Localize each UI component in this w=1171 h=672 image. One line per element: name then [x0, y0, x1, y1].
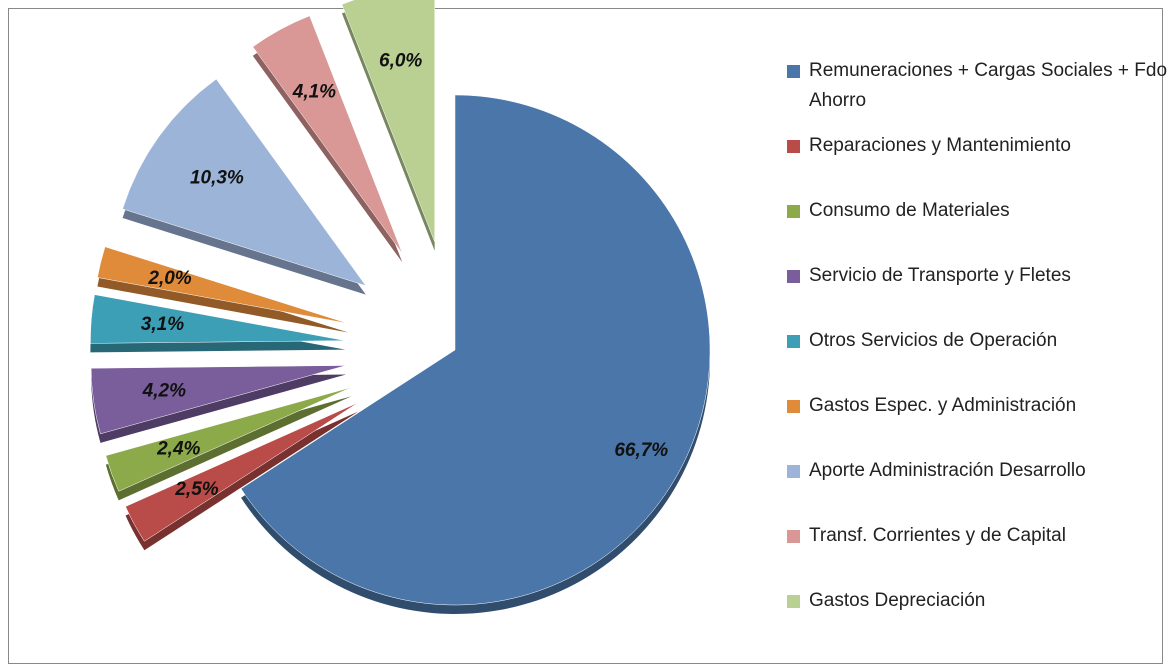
slice	[252, 15, 403, 254]
legend-label: Aporte Administración Desarrollo	[809, 460, 1086, 481]
slice	[240, 94, 711, 606]
legend-label: Transf. Corrientes y de Capital	[809, 525, 1066, 546]
slice	[90, 365, 347, 435]
legend-label: Reparaciones y Mantenimiento	[809, 135, 1071, 156]
data-label: 66,7%	[614, 440, 668, 461]
legend-item: Remuneraciones + Cargas Sociales + Fdo A…	[785, 56, 1169, 131]
legend-label: Consumo de Materiales	[809, 200, 1010, 221]
legend-swatch	[787, 65, 800, 78]
legend-swatch	[787, 530, 800, 543]
legend-label: Remuneraciones + Cargas Sociales + Fdo A…	[809, 60, 1168, 111]
data-label: 4,1%	[292, 81, 336, 102]
legend: Remuneraciones + Cargas Sociales + Fdo A…	[785, 56, 1167, 651]
slice-side	[105, 396, 352, 501]
legend-item: Gastos Depreciación	[785, 586, 1165, 651]
data-label: 2,0%	[147, 268, 191, 289]
legend-item: Gastos Espec. y Administración	[785, 391, 1165, 456]
legend-swatch	[787, 140, 800, 153]
legend-label: Otros Servicios de Operación	[809, 330, 1058, 351]
slice	[122, 78, 367, 287]
legend-label: Gastos Espec. y Administración	[809, 395, 1077, 416]
slice	[105, 387, 352, 492]
legend-swatch	[787, 465, 800, 478]
legend-swatch	[787, 205, 800, 218]
legend-item: Aporte Administración Desarrollo	[785, 456, 1165, 521]
legend-item: Consumo de Materiales	[785, 196, 1165, 261]
legend-item: Otros Servicios de Operación	[785, 326, 1165, 391]
legend-item: Transf. Corrientes y de Capital	[785, 521, 1165, 586]
data-label: 2,4%	[156, 439, 200, 460]
legend-item: Servicio de Transporte y Fletes	[785, 261, 1165, 326]
data-label: 4,2%	[142, 380, 186, 401]
slice	[341, 0, 435, 242]
legend-label: Gastos Depreciación	[809, 590, 986, 611]
data-label: 6,0%	[379, 50, 422, 71]
legend-swatch	[787, 595, 800, 608]
slice	[90, 294, 346, 344]
legend-swatch	[787, 335, 800, 348]
legend-item: Reparaciones y Mantenimiento	[785, 131, 1165, 196]
data-label: 3,1%	[141, 314, 184, 335]
data-label: 10,3%	[190, 167, 244, 188]
slice	[125, 402, 359, 542]
data-label: 2,5%	[174, 479, 218, 500]
slice	[97, 246, 349, 324]
legend-label: Servicio de Transporte y Fletes	[809, 265, 1071, 286]
legend-swatch	[787, 400, 800, 413]
legend-swatch	[787, 270, 800, 283]
